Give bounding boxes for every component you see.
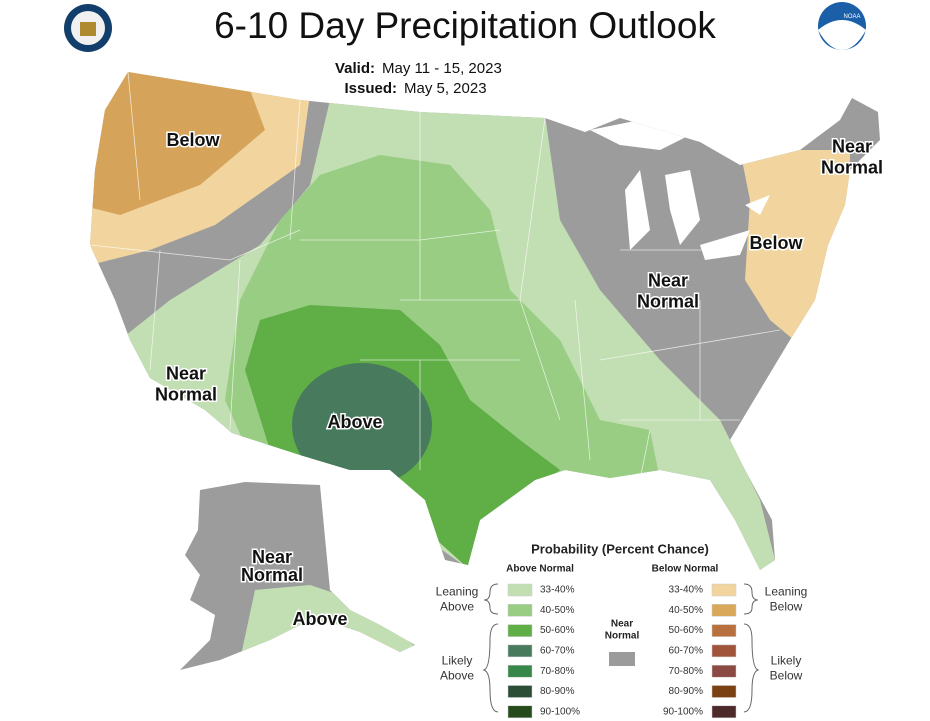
region-label: Near bbox=[648, 270, 688, 290]
legend-above-header: Above Normal bbox=[506, 564, 574, 575]
legend-near-label: Normal bbox=[605, 631, 640, 642]
legend-range: 80-90% bbox=[540, 686, 575, 697]
legend-bracket bbox=[483, 583, 499, 615]
region-label: Near bbox=[252, 547, 292, 567]
legend-title: Probability (Percent Chance) bbox=[531, 541, 709, 556]
legend-swatch bbox=[711, 624, 737, 637]
legend-range: 90-100% bbox=[663, 706, 703, 717]
legend-swatch bbox=[507, 705, 533, 719]
legend-swatch bbox=[711, 685, 737, 698]
legend-near-label: Near bbox=[611, 619, 633, 630]
legend-range: 90-100% bbox=[540, 706, 580, 717]
legend-range: 50-60% bbox=[540, 625, 575, 636]
region-labels: Below NearNormalBelowNearNormalNearNormal… bbox=[153, 128, 884, 630]
legend-range: 40-50% bbox=[540, 605, 575, 616]
legend-swatch bbox=[507, 583, 533, 597]
legend-range: 33-40% bbox=[540, 585, 575, 596]
region-label: Normal bbox=[155, 384, 217, 404]
legend-swatch bbox=[711, 583, 737, 597]
legend-group-label: Below bbox=[770, 600, 803, 614]
region-label: Near bbox=[832, 136, 872, 156]
legend-group-label: Below bbox=[770, 669, 803, 683]
legend-swatch bbox=[711, 664, 737, 678]
legend-range: 50-60% bbox=[669, 625, 704, 636]
region-label: Above bbox=[327, 412, 382, 432]
legend-swatch-near bbox=[609, 652, 635, 666]
issued-label: Issued: bbox=[344, 80, 397, 97]
legend-range: 40-50% bbox=[669, 605, 704, 616]
legend-swatch bbox=[507, 604, 533, 617]
noaa-logo-text: NOAA bbox=[843, 14, 860, 20]
legend-group-label: Above bbox=[440, 669, 474, 683]
legend-range: 70-80% bbox=[669, 666, 704, 677]
issued-date: May 5, 2023 bbox=[404, 80, 487, 97]
legend-swatch bbox=[507, 644, 533, 658]
legend-swatch bbox=[507, 685, 533, 698]
legend-group-label: Leaning bbox=[765, 585, 808, 599]
noaa-logo-wave bbox=[818, 20, 866, 50]
region-label: Normal bbox=[821, 157, 883, 177]
legend-below-header: Below Normal bbox=[652, 564, 719, 575]
region-label: Near bbox=[166, 363, 206, 383]
region-label: Below bbox=[166, 130, 220, 150]
legend-swatch bbox=[507, 664, 533, 678]
legend-bracket bbox=[482, 623, 499, 713]
valid-dates: May 11 - 15, 2023 bbox=[382, 60, 502, 77]
legend-group-label: Likely bbox=[442, 654, 473, 668]
region-label: Normal bbox=[241, 565, 303, 585]
legend-swatch bbox=[507, 624, 533, 637]
legend-group-label: Leaning bbox=[436, 585, 479, 599]
legend-bracket bbox=[743, 623, 760, 713]
region-label: Normal bbox=[637, 291, 699, 311]
legend: Probability (Percent Chance) Above Normal… bbox=[436, 541, 808, 719]
legend-swatch bbox=[711, 604, 737, 617]
legend-range: 60-70% bbox=[669, 646, 704, 657]
valid-label: Valid: bbox=[335, 60, 375, 77]
commerce-seal-emblem bbox=[80, 22, 96, 36]
legend-range: 60-70% bbox=[540, 646, 575, 657]
legend-bracket bbox=[743, 583, 759, 615]
legend-swatch bbox=[711, 705, 737, 719]
legend-group-label: Likely bbox=[771, 654, 802, 668]
legend-range: 80-90% bbox=[669, 686, 704, 697]
legend-range: 33-40% bbox=[669, 585, 704, 596]
page-title: 6-10 Day Precipitation Outlook bbox=[214, 5, 716, 46]
legend-swatch bbox=[711, 644, 737, 658]
region-label: Above bbox=[292, 609, 347, 629]
region-label: Below bbox=[749, 233, 803, 253]
legend-group-label: Above bbox=[440, 600, 474, 614]
legend-range: 70-80% bbox=[540, 666, 575, 677]
